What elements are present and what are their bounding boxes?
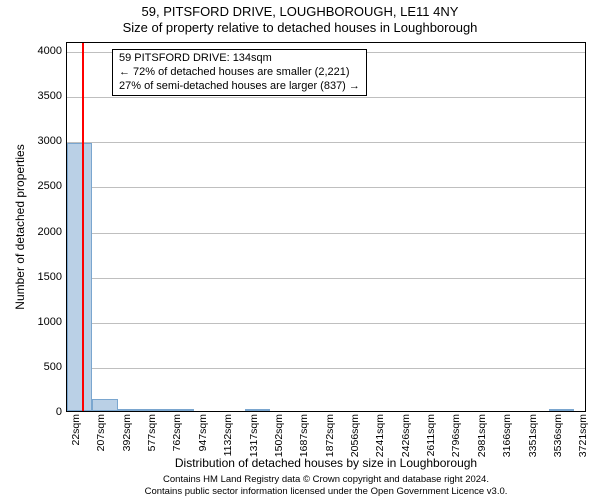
histogram-bar	[67, 143, 92, 411]
plot-area: 59 PITSFORD DRIVE: 134sqm ← 72% of detac…	[66, 42, 586, 412]
y-tick-label: 2500	[6, 180, 62, 192]
gridline	[67, 142, 585, 143]
gridline	[67, 97, 585, 98]
y-tick-label: 3000	[6, 135, 62, 147]
x-tick-label: 1317sqm	[248, 414, 260, 474]
histogram-bar	[168, 409, 193, 411]
y-tick-label: 1000	[6, 316, 62, 328]
x-tick-label: 22sqm	[70, 414, 82, 474]
chart-title-line1: 59, PITSFORD DRIVE, LOUGHBOROUGH, LE11 4…	[0, 4, 600, 19]
x-tick-label: 2796sqm	[450, 414, 462, 474]
y-tick-label: 0	[6, 406, 62, 418]
x-tick-label: 2241sqm	[374, 414, 386, 474]
annotation-line-3: 27% of semi-detached houses are larger (…	[119, 80, 360, 94]
x-tick-label: 1502sqm	[273, 414, 285, 474]
y-tick-label: 500	[6, 361, 62, 373]
x-tick-label: 577sqm	[146, 414, 158, 474]
x-tick-label: 2981sqm	[476, 414, 488, 474]
gridline	[67, 368, 585, 369]
gridline	[67, 187, 585, 188]
annotation-line-1: 59 PITSFORD DRIVE: 134sqm	[119, 52, 360, 66]
chart-root: 59, PITSFORD DRIVE, LOUGHBOROUGH, LE11 4…	[0, 0, 600, 500]
x-tick-label: 3166sqm	[501, 414, 513, 474]
x-tick-label: 947sqm	[197, 414, 209, 474]
x-tick-label: 1687sqm	[298, 414, 310, 474]
histogram-bar	[92, 399, 117, 411]
gridline	[67, 278, 585, 279]
histogram-bar	[245, 409, 270, 411]
x-tick-label: 2611sqm	[425, 414, 437, 474]
x-tick-label: 1132sqm	[222, 414, 234, 474]
x-tick-label: 207sqm	[95, 414, 107, 474]
x-tick-label: 2056sqm	[349, 414, 361, 474]
histogram-bar	[143, 409, 168, 411]
y-tick-label: 3500	[6, 90, 62, 102]
x-tick-label: 3721sqm	[577, 414, 589, 474]
y-tick-label: 4000	[6, 45, 62, 57]
gridline	[67, 233, 585, 234]
x-tick-label: 392sqm	[121, 414, 133, 474]
marker-annotation: 59 PITSFORD DRIVE: 134sqm ← 72% of detac…	[112, 49, 367, 96]
x-tick-label: 762sqm	[171, 414, 183, 474]
x-tick-label: 3536sqm	[552, 414, 564, 474]
annotation-line-2: ← 72% of detached houses are smaller (2,…	[119, 66, 360, 80]
histogram-bar	[118, 409, 143, 411]
gridline	[67, 323, 585, 324]
footer-line-2: Contains public sector information licen…	[66, 486, 586, 497]
chart-title-line2: Size of property relative to detached ho…	[0, 20, 600, 35]
marker-line	[82, 43, 84, 411]
histogram-bar	[549, 409, 574, 411]
footer-line-1: Contains HM Land Registry data © Crown c…	[66, 474, 586, 485]
x-tick-label: 2426sqm	[400, 414, 412, 474]
x-tick-label: 3351sqm	[527, 414, 539, 474]
x-tick-label: 1872sqm	[324, 414, 336, 474]
y-tick-label: 1500	[6, 271, 62, 283]
y-tick-label: 2000	[6, 226, 62, 238]
